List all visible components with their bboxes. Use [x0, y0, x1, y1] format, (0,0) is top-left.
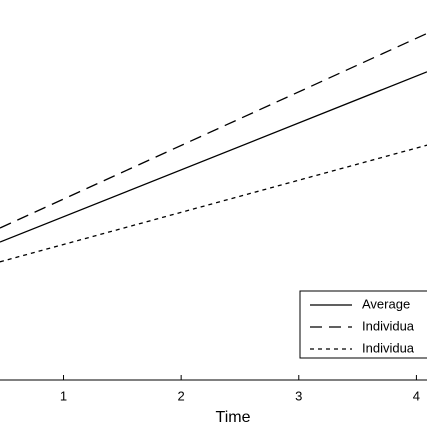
x-axis-label: Time [216, 409, 251, 426]
line-series [0, 144, 427, 263]
x-tick-label: 1 [60, 388, 67, 403]
legend-box [299, 290, 427, 359]
line-series [0, 32, 427, 229]
x-tick-label: 4 [413, 388, 420, 403]
x-tick-label: 3 [295, 388, 302, 403]
legend-label: Individua [362, 318, 415, 333]
x-tick-label: 2 [178, 388, 185, 403]
legend-label: Average [362, 296, 410, 311]
line-series [0, 71, 427, 243]
legend-label: Individua [362, 340, 415, 355]
